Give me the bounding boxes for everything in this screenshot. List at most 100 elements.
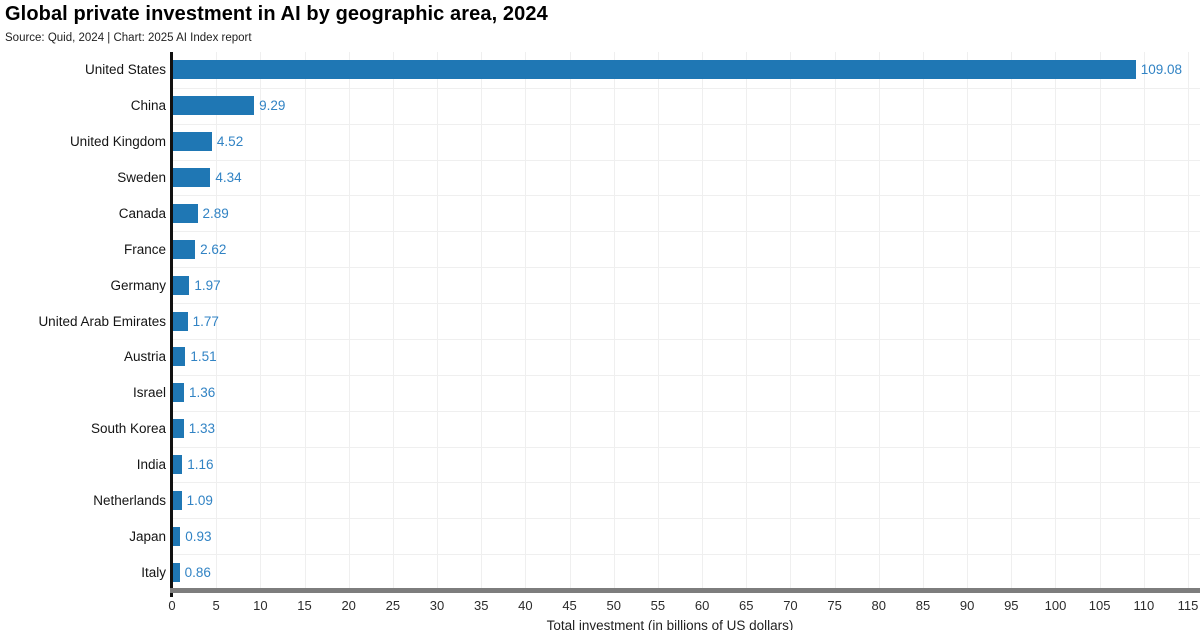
horizontal-gridline bbox=[172, 518, 1200, 520]
vertical-gridline bbox=[657, 52, 659, 590]
horizontal-gridline bbox=[172, 231, 1200, 233]
x-tick-label: 25 bbox=[385, 598, 401, 613]
vertical-gridline bbox=[1055, 52, 1057, 590]
bar-value-label: 0.93 bbox=[185, 528, 212, 544]
vertical-gridline bbox=[348, 52, 350, 590]
bar bbox=[172, 562, 180, 582]
x-tick-label: 10 bbox=[253, 598, 268, 613]
x-axis-title: Total investment (in billions of US doll… bbox=[546, 618, 794, 630]
vertical-gridline bbox=[216, 52, 218, 590]
bar-value-label: 4.34 bbox=[215, 170, 242, 186]
x-tick-label: 60 bbox=[694, 598, 710, 613]
bar bbox=[172, 419, 184, 439]
category-label: Japan bbox=[129, 528, 166, 544]
horizontal-gridline bbox=[172, 410, 1200, 412]
horizontal-gridline bbox=[172, 123, 1200, 125]
vertical-gridline bbox=[790, 52, 792, 590]
x-tick-label: 55 bbox=[650, 598, 666, 613]
horizontal-gridline bbox=[172, 195, 1200, 197]
vertical-gridline bbox=[967, 52, 969, 590]
x-tick-label: 15 bbox=[297, 598, 312, 613]
vertical-gridline bbox=[834, 52, 836, 590]
category-label: United Arab Emirates bbox=[38, 313, 166, 329]
x-tick-label: 65 bbox=[739, 598, 754, 613]
x-tick-label: 95 bbox=[1004, 598, 1019, 613]
x-tick-label: 35 bbox=[473, 598, 489, 613]
vertical-gridline bbox=[1099, 52, 1101, 590]
horizontal-gridline bbox=[172, 87, 1200, 89]
x-tick-label: 70 bbox=[783, 598, 798, 613]
vertical-gridline bbox=[1011, 52, 1013, 590]
x-tick-label: 5 bbox=[212, 598, 220, 613]
category-label: Germany bbox=[110, 277, 166, 293]
x-tick-label: 85 bbox=[915, 598, 931, 613]
vertical-gridline bbox=[260, 52, 262, 590]
category-label: South Korea bbox=[90, 421, 166, 437]
bar bbox=[172, 132, 212, 152]
bar bbox=[172, 454, 183, 474]
category-label: Netherlands bbox=[93, 492, 166, 508]
bar-value-label: 1.33 bbox=[188, 421, 216, 437]
bar bbox=[172, 383, 184, 403]
x-tick-label: 110 bbox=[1133, 598, 1155, 613]
horizontal-gridline bbox=[172, 446, 1200, 448]
category-label: United Kingdom bbox=[69, 134, 166, 150]
category-label: Italy bbox=[141, 564, 166, 580]
bar-value-label: 1.51 bbox=[190, 349, 217, 365]
vertical-gridline bbox=[525, 52, 527, 590]
category-label: China bbox=[130, 98, 166, 114]
category-label: Austria bbox=[123, 349, 166, 365]
vertical-gridline bbox=[569, 52, 571, 590]
chart-title: Global private investment in AI by geogr… bbox=[5, 3, 548, 25]
bar bbox=[172, 239, 196, 259]
horizontal-gridline bbox=[172, 482, 1200, 484]
bar bbox=[172, 203, 198, 223]
bar-value-label: 1.36 bbox=[189, 385, 216, 401]
bar-value-label: 1.97 bbox=[194, 277, 221, 293]
vertical-gridline bbox=[702, 52, 704, 590]
y-axis-line bbox=[170, 52, 173, 597]
bar bbox=[172, 168, 211, 188]
x-tick-label: 75 bbox=[827, 598, 842, 613]
chart-source-caption: Source: Quid, 2024 | Chart: 2025 AI Inde… bbox=[5, 32, 252, 44]
vertical-gridline bbox=[437, 52, 439, 590]
bar-value-label: 4.52 bbox=[216, 134, 244, 150]
x-tick-label: 105 bbox=[1088, 598, 1111, 613]
category-label: Israel bbox=[132, 385, 166, 401]
bar-value-label: 109.08 bbox=[1140, 62, 1182, 78]
horizontal-gridline bbox=[172, 374, 1200, 376]
horizontal-gridline bbox=[172, 554, 1200, 556]
bar-value-label: 1.16 bbox=[187, 456, 214, 472]
x-tick-label: 100 bbox=[1044, 598, 1067, 613]
vertical-gridline bbox=[1143, 52, 1145, 590]
x-axis-line bbox=[170, 588, 1200, 593]
category-label: United States bbox=[84, 62, 166, 78]
x-tick-label: 45 bbox=[562, 598, 577, 613]
vertical-gridline bbox=[922, 52, 924, 590]
bar-value-label: 2.89 bbox=[202, 205, 229, 221]
horizontal-gridline bbox=[172, 159, 1200, 161]
bar bbox=[172, 311, 188, 331]
x-tick-label: 115 bbox=[1177, 598, 1199, 613]
bar bbox=[172, 347, 186, 367]
category-label: Sweden bbox=[117, 170, 166, 186]
x-tick-label: 80 bbox=[871, 598, 887, 613]
x-tick-label: 30 bbox=[429, 598, 445, 613]
bar bbox=[172, 60, 1136, 80]
bar bbox=[172, 526, 181, 546]
vertical-gridline bbox=[746, 52, 748, 590]
bar bbox=[172, 275, 190, 295]
vertical-gridline bbox=[878, 52, 880, 590]
bar bbox=[172, 490, 182, 510]
vertical-gridline bbox=[392, 52, 394, 590]
category-label: India bbox=[136, 456, 166, 472]
x-tick-label: 0 bbox=[168, 598, 176, 613]
bar-value-label: 2.62 bbox=[200, 241, 227, 257]
bar-value-label: 1.09 bbox=[186, 492, 213, 508]
x-tick-label: 50 bbox=[606, 598, 621, 613]
horizontal-gridline bbox=[172, 338, 1200, 340]
bar bbox=[172, 96, 255, 116]
x-tick-label: 20 bbox=[341, 598, 356, 613]
